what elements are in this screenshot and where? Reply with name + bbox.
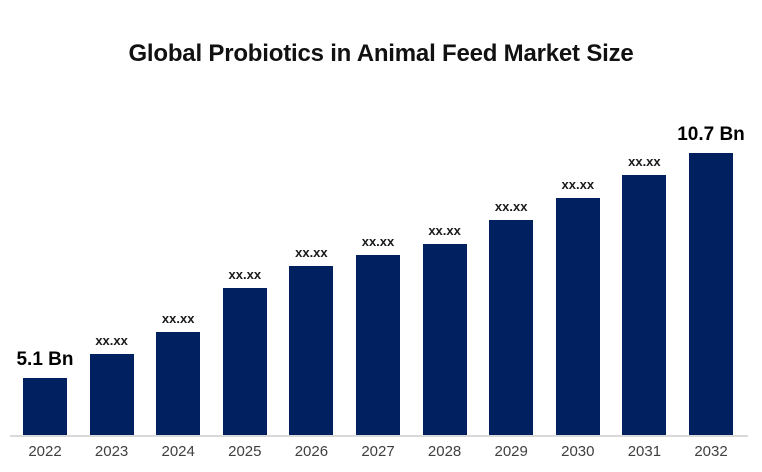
x-axis-label-2031: 2031 — [627, 443, 662, 460]
bar-2027 — [356, 255, 400, 435]
x-axis-label-2023: 2023 — [94, 443, 129, 460]
bar-2022 — [23, 378, 67, 435]
x-axis-label-2027: 2027 — [361, 443, 395, 460]
x-axis-label-2028: 2028 — [427, 443, 462, 460]
bar-2025 — [222, 288, 267, 435]
bar-2026 — [289, 266, 334, 435]
value-label-2032: 10.7 Bn — [677, 124, 745, 145]
value-label-2024: xx.xx — [161, 311, 195, 326]
bar-2029 — [489, 220, 534, 435]
x-axis-label-2024: 2024 — [161, 443, 195, 460]
x-axis-line — [10, 435, 748, 437]
bar-2032 — [689, 153, 733, 435]
value-label-2029: xx.xx — [494, 199, 528, 214]
value-label-2027: xx.xx — [361, 234, 395, 249]
value-label-2025: xx.xx — [228, 267, 262, 282]
bar-2028 — [422, 244, 467, 435]
value-label-2026: xx.xx — [295, 245, 328, 260]
bar-2030 — [555, 198, 600, 435]
x-axis-label-2022: 2022 — [28, 443, 62, 460]
value-label-2023: xx.xx — [95, 333, 128, 348]
value-label-2028: xx.xx — [428, 223, 461, 238]
x-axis-label-2025: 2025 — [228, 443, 262, 460]
bar-2031 — [622, 175, 667, 435]
x-axis-label-2029: 2029 — [494, 443, 528, 460]
value-label-2031: xx.xx — [628, 154, 661, 169]
bar-2023 — [89, 354, 134, 435]
x-axis-label-2026: 2026 — [294, 443, 329, 460]
bar-2024 — [156, 332, 201, 435]
value-label-2030: xx.xx — [561, 177, 595, 192]
value-label-2022: 5.1 Bn — [16, 349, 74, 370]
chart-title: Global Probiotics in Animal Feed Market … — [128, 40, 634, 67]
x-axis-label-2030: 2030 — [561, 443, 595, 460]
x-axis-label-2032: 2032 — [694, 443, 728, 460]
